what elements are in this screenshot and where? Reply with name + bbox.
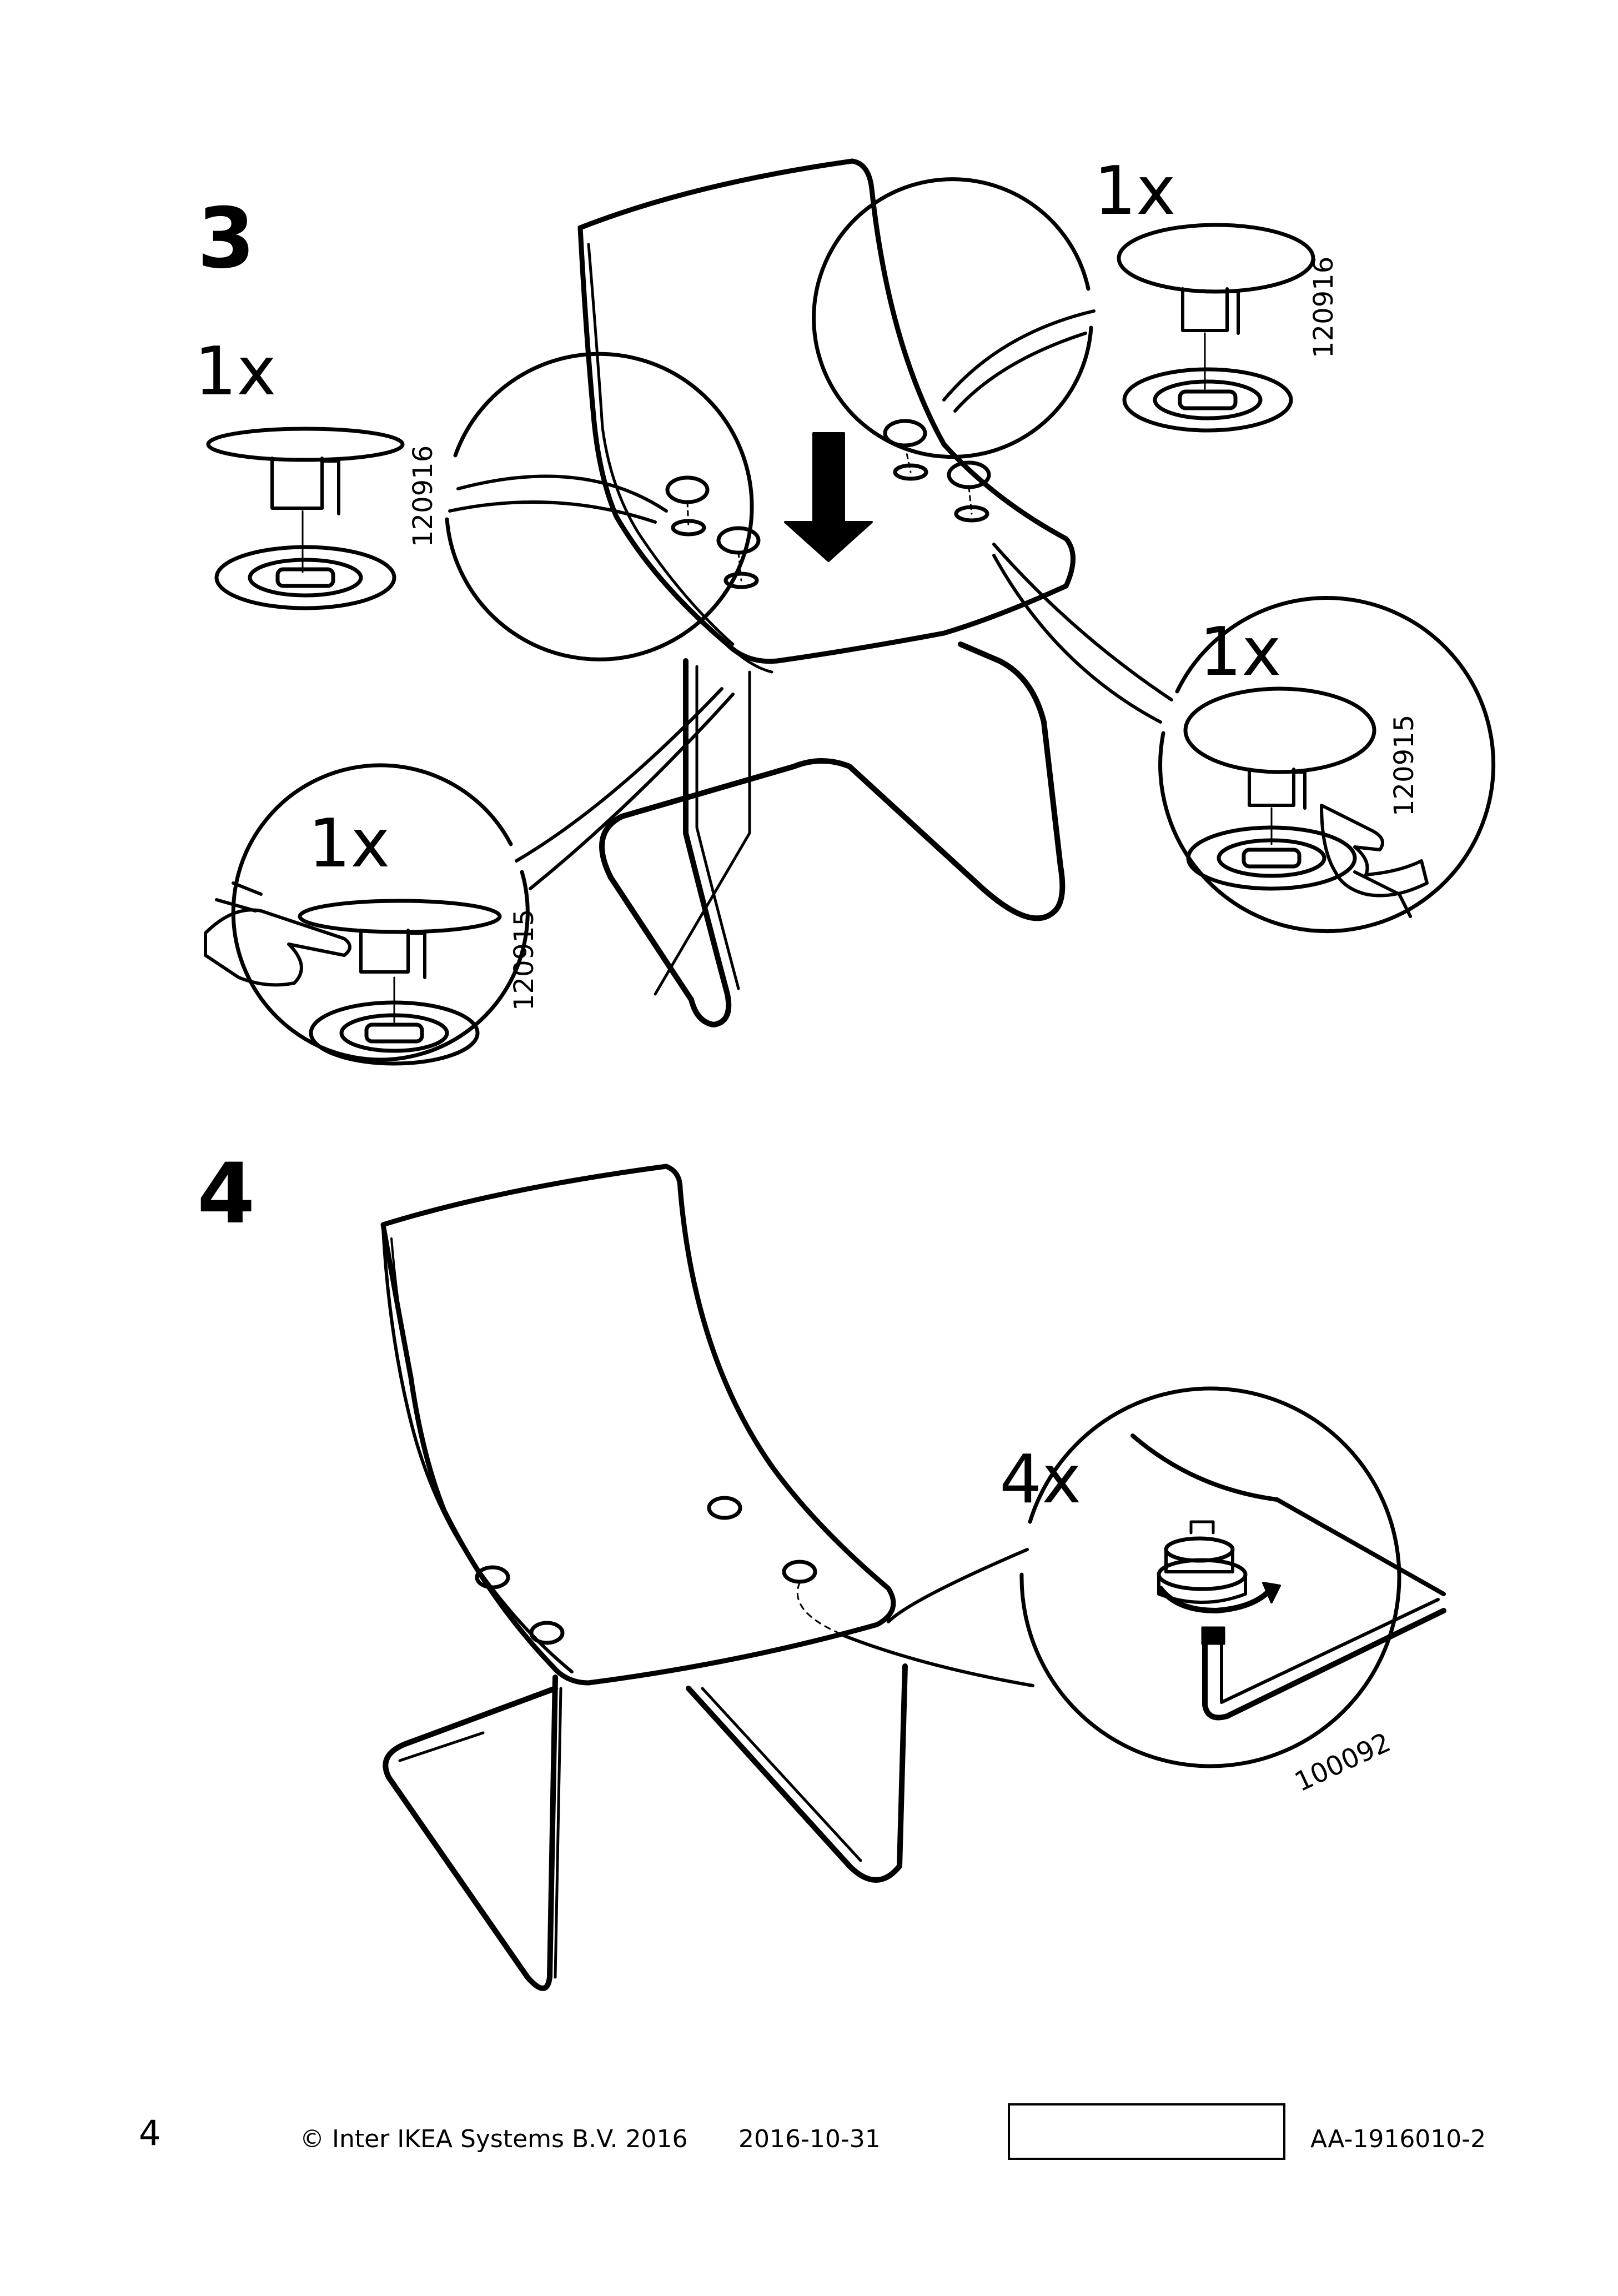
rotate-arrow-icon — [1158, 1586, 1274, 1613]
callout-circle-step4 — [842, 1386, 1446, 1768]
quantity-label: 1x — [1094, 153, 1176, 230]
part-number-label: 120915 — [509, 909, 540, 1011]
callout-circle-top-left — [206, 352, 754, 661]
callout-circle-top-right — [812, 177, 1315, 459]
quantity-label: 1x — [194, 333, 277, 410]
print-date: 2016-10-31 — [738, 2125, 881, 2153]
allen-key-part — [1202, 1608, 1446, 1721]
document-id: AA-1916010-2 — [1310, 2125, 1486, 2153]
copyright-text: © Inter IKEA Systems B.V. 2016 — [300, 2125, 688, 2153]
pointing-hand-icon — [1320, 804, 1429, 898]
quantity-label: 4x — [999, 1441, 1082, 1518]
step4-chair-drawing — [380, 1164, 908, 1991]
part-number-label: 120916 — [1308, 256, 1339, 358]
blank-box — [1008, 2103, 1285, 2160]
page-number: 4 — [139, 2113, 161, 2153]
step-number-3: 3 — [197, 191, 255, 287]
down-arrow-icon — [784, 432, 873, 562]
part-number-label: 120915 — [1389, 714, 1420, 816]
quantity-label: 1x — [1199, 614, 1282, 691]
callout-circle-lower-right — [992, 543, 1496, 934]
step3-chair-drawing — [577, 158, 1076, 1027]
step-number-4: 4 — [197, 1146, 255, 1242]
part-number-label: 120916 — [408, 445, 439, 547]
pointing-hand-icon — [204, 908, 351, 987]
callout-circle-lower-left — [204, 687, 735, 1066]
quantity-label: 1x — [308, 805, 390, 883]
